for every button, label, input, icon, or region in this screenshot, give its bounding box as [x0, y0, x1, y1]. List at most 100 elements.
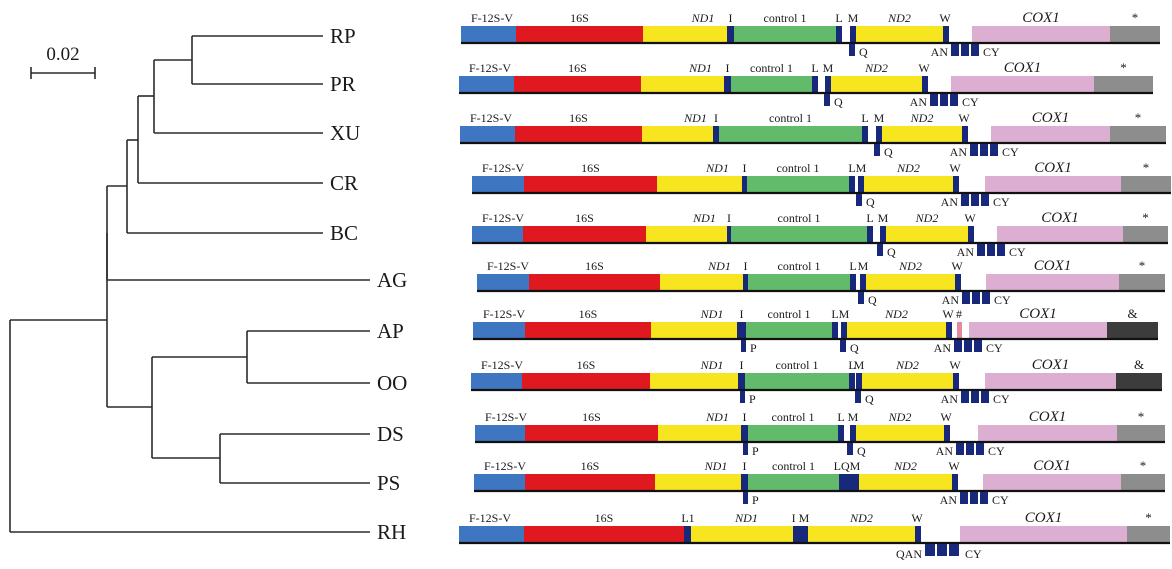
segment-nd2	[886, 226, 968, 242]
segment-nd1	[660, 274, 743, 290]
trna-n-box	[961, 44, 969, 56]
trna-m	[850, 425, 856, 441]
label-nd2: ND2	[898, 259, 922, 273]
label-w: W	[951, 259, 963, 273]
segment-nd2	[862, 373, 953, 389]
label-w: W	[942, 307, 954, 321]
taxon-label-rh: RH	[377, 520, 406, 544]
label-end-marker: *	[1142, 210, 1149, 225]
label-nd2: ND2	[849, 511, 873, 525]
segment-cox1	[997, 226, 1123, 242]
label-control: control 1	[776, 358, 819, 372]
label-w: W	[964, 211, 976, 225]
segment-end	[1121, 474, 1165, 490]
label-q: Q	[884, 145, 893, 159]
trna-n-box	[970, 492, 978, 504]
trna-hash	[957, 322, 962, 338]
label-nd1: ND1	[692, 211, 716, 225]
segment-16s	[516, 26, 643, 42]
segment-nd2	[847, 322, 946, 338]
segment-control	[745, 373, 849, 389]
segment-nd2	[864, 176, 953, 192]
label-nd1: ND1	[700, 307, 724, 321]
label-end-marker: &	[1134, 357, 1144, 372]
segment-16s	[525, 322, 651, 338]
label-i: I	[740, 358, 744, 372]
trna-n-box	[964, 340, 972, 352]
label-nd1: ND1	[688, 61, 712, 75]
label-m: M	[848, 11, 859, 25]
trna-i	[737, 322, 746, 338]
gene-map-rh: F-12S-V 16S L1 ND1 I M ND2 W COX1 * QAN CY	[459, 510, 1170, 561]
label-q: Q	[866, 195, 875, 209]
label-end-marker: &	[1127, 306, 1137, 321]
trna-p-box	[743, 443, 748, 455]
trna-a-box	[961, 194, 969, 206]
label-w: W	[949, 161, 961, 175]
trna-w	[953, 373, 959, 389]
label-cy: CY	[983, 45, 1000, 59]
label-cox1: COX1	[1019, 306, 1057, 322]
label-l: L	[848, 161, 855, 175]
label-q: Q	[868, 293, 877, 307]
segment-end	[1127, 526, 1170, 542]
label-end-marker: *	[1139, 258, 1146, 273]
trna-l1	[684, 526, 691, 542]
label-16s: 16S	[585, 259, 604, 273]
label-cy: CY	[988, 444, 1005, 458]
label-i: I	[743, 459, 747, 473]
trna-i	[713, 126, 719, 142]
label-nd1: ND1	[705, 161, 729, 175]
trna-i	[724, 76, 731, 92]
segment-control	[748, 474, 839, 490]
trna-c-box	[980, 492, 988, 504]
segment-end	[1119, 274, 1165, 290]
label-i: I	[744, 259, 748, 273]
segment-nd2	[808, 526, 915, 542]
label-l: L	[835, 11, 842, 25]
label-end-marker: *	[1132, 10, 1139, 25]
segment-nd2	[882, 126, 962, 142]
trna-q-box	[856, 194, 862, 206]
segment-16s	[522, 373, 650, 389]
label-16s: 16S	[568, 61, 587, 75]
segment-16s	[515, 126, 642, 142]
label-w: W	[911, 511, 923, 525]
segment-16s	[525, 474, 655, 490]
segment-nd1	[641, 76, 724, 92]
label-l1: L1	[681, 511, 694, 525]
trna-a-box	[970, 144, 978, 156]
label-m: M	[839, 307, 850, 321]
taxon-label-bc: BC	[330, 221, 358, 245]
segment-f12sv	[471, 373, 522, 389]
label-q: Q	[865, 392, 874, 406]
label-nd1: ND1	[734, 511, 758, 525]
taxon-label-xu: XU	[330, 121, 360, 145]
label-an: AN	[941, 392, 959, 406]
label-nd1: ND1	[691, 11, 715, 25]
label-w: W	[918, 61, 930, 75]
segment-control	[731, 226, 867, 242]
label-l: L	[849, 259, 856, 273]
label-an: AN	[942, 293, 960, 307]
label-an: AN	[941, 195, 959, 209]
trna-l	[867, 226, 873, 242]
trna-q-box	[824, 94, 830, 106]
label-f12sv: F-12S-V	[485, 410, 527, 424]
segment-end	[1116, 373, 1162, 389]
label-16s: 16S	[575, 211, 594, 225]
trna-a-box	[954, 340, 962, 352]
label-i: I	[743, 161, 747, 175]
label-qan: QAN	[896, 547, 922, 561]
label-q: Q	[850, 341, 859, 355]
segment-control	[731, 76, 812, 92]
label-control: control 1	[768, 307, 811, 321]
segment-f12sv	[472, 226, 523, 242]
segment-control	[734, 26, 836, 42]
trna-i	[727, 226, 731, 242]
